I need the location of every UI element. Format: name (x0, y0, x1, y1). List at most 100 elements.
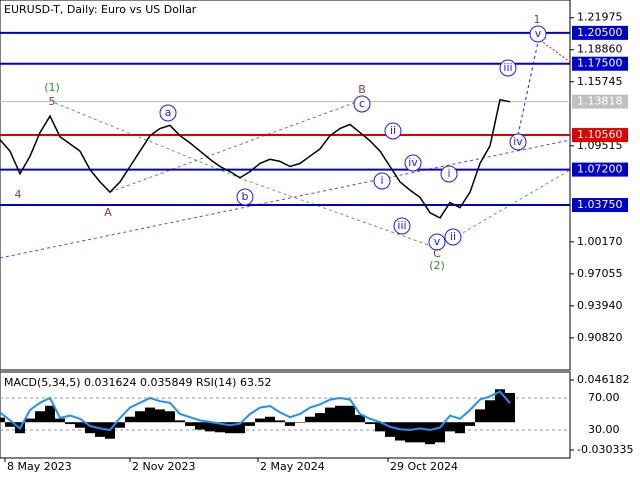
macd-bar (5, 422, 15, 427)
macd-bar (495, 389, 505, 423)
y-tick-label: 1.18860 (577, 43, 623, 56)
red-channel (109, 99, 363, 193)
wave-circle (393, 217, 411, 235)
macd-bar (85, 422, 95, 434)
macd-bar (475, 409, 485, 423)
macd-bar (45, 405, 55, 423)
macd-bar (395, 422, 405, 441)
y-tick-label: 0.046182 (577, 373, 630, 386)
y-tick-label: 1.00170 (577, 235, 623, 248)
wave-label: B (358, 83, 366, 96)
wave-label: iv (513, 135, 523, 148)
wave-label: a (165, 106, 172, 119)
main-panel (0, 0, 571, 371)
x-tick-label: 2 May 2024 (260, 460, 325, 473)
wave-label: (2) (429, 259, 445, 272)
indicator-label: MACD(5,34,5) 0.031624 0.035849 RSI(14) 6… (4, 376, 271, 389)
rsi-line (0, 390, 511, 432)
macd-bar (375, 422, 385, 432)
y-tick-label: 0.93940 (577, 299, 623, 312)
macd-bar (145, 407, 155, 423)
level-label: 1.10560 (577, 128, 623, 141)
x-tick-label: 8 May 2023 (7, 460, 72, 473)
wave-circle (428, 233, 446, 251)
macd-bar (55, 418, 65, 423)
macd-bar (185, 422, 195, 426)
level-box (572, 198, 628, 213)
macd-bar (175, 420, 185, 423)
macd-bar (505, 392, 515, 423)
macd-bar (325, 407, 335, 423)
macd-bar (95, 422, 105, 437)
level-box (572, 162, 628, 177)
y-tick-label: 1.21975 (577, 11, 623, 24)
macd-bar (255, 418, 265, 423)
wave-label: C (433, 247, 441, 260)
macd-bar (425, 422, 435, 445)
y-tick-label: -0.030335 (577, 443, 633, 456)
level-box (572, 25, 628, 40)
current-price-label: 1.13818 (577, 95, 623, 108)
level-label: 1.03750 (577, 198, 623, 211)
wave-circle (499, 59, 517, 77)
macd-bar (455, 422, 465, 434)
macd-bar (235, 422, 245, 434)
wave-circle (509, 133, 527, 151)
macd-bar (0, 417, 5, 423)
projection (517, 41, 539, 136)
wave-label: c (359, 97, 365, 110)
wave-circle (444, 228, 462, 246)
macd-bar (275, 420, 285, 423)
macd-bar (165, 411, 175, 423)
purple-channel (0, 139, 571, 259)
level-label: 1.20500 (577, 26, 623, 39)
wave-circle (236, 188, 254, 206)
wave-label: 5 (49, 95, 56, 108)
wave-circle (373, 172, 391, 190)
wave-label: (1) (44, 81, 60, 94)
wave-label: 1 (534, 13, 541, 26)
wave-circle (440, 165, 458, 183)
wave-label: i (380, 174, 383, 187)
y-tick-label: 0.97055 (577, 267, 623, 280)
macd-bar (195, 422, 205, 430)
wave-label: iv (408, 156, 418, 169)
price-line (0, 98, 511, 219)
macd-bar (65, 422, 75, 425)
macd-bar (75, 422, 85, 428)
wave-label: b (242, 190, 249, 203)
macd-bar (305, 416, 315, 423)
wave-label: i (447, 167, 450, 180)
macd-bar (245, 422, 255, 426)
x-tick-label: 2 Nov 2023 (132, 460, 195, 473)
wave-label: v (434, 235, 441, 248)
level-label: 1.17500 (577, 57, 623, 70)
level-box (572, 56, 628, 71)
green-channel (54, 102, 438, 249)
macd-bar (225, 422, 235, 434)
macd-bar (25, 418, 35, 423)
macd-bar (405, 422, 415, 443)
y2-tick-label: 30.00 (588, 423, 620, 436)
current-price-box (572, 94, 628, 109)
wave-label: v (535, 27, 542, 40)
y2-tick-label: 70.00 (588, 391, 620, 404)
level-label: 1.07200 (577, 163, 623, 176)
macd-bar (385, 422, 395, 437)
wave-circle (384, 122, 402, 140)
wave-circle (353, 95, 371, 113)
macd-bar (265, 416, 275, 423)
macd-bar (365, 422, 375, 425)
macd-bar (155, 409, 165, 423)
wave-label: iii (503, 61, 512, 74)
wave-circle (529, 25, 547, 43)
macd-bar (335, 405, 345, 423)
wave-circle (159, 104, 177, 122)
macd-bar (415, 422, 425, 443)
y-tick-label: 0.90820 (577, 331, 623, 344)
x-tick-label: 29 Oct 2024 (390, 460, 458, 473)
y-tick-label: 1.15745 (577, 75, 623, 88)
macd-bar (315, 413, 325, 423)
wave-label: iii (397, 219, 406, 232)
